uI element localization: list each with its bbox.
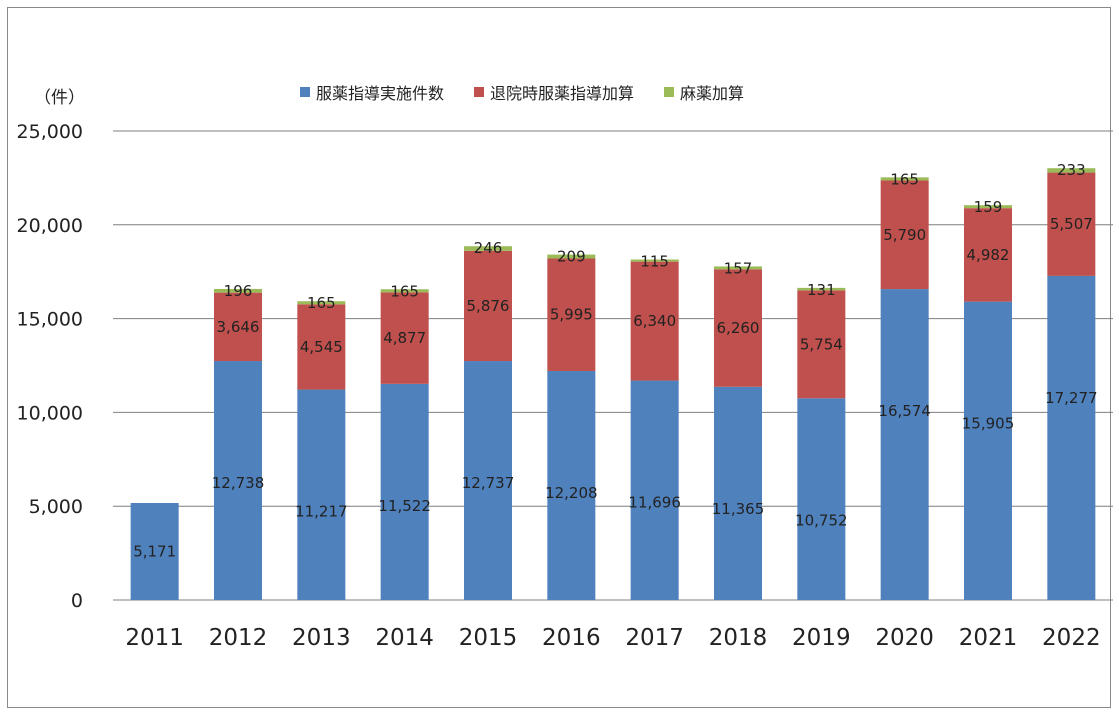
- x-tick-label: 2013: [292, 625, 351, 651]
- data-label-series-1: 6,260: [717, 319, 760, 337]
- data-label-series-1: 4,545: [300, 338, 343, 356]
- bar-segment-1: [547, 258, 596, 371]
- bar-segment-0: [964, 301, 1012, 600]
- x-tick-label: 2020: [875, 625, 934, 651]
- bar-segment-2: [797, 287, 846, 291]
- bar-segment-1: [964, 208, 1012, 302]
- bar-segment-2: [380, 289, 429, 293]
- data-label-series-0: 5,171: [133, 542, 176, 560]
- y-tick-label: 10,000: [17, 402, 83, 424]
- y-tick-label: 5,000: [29, 496, 83, 518]
- data-label-series-0: 17,277: [1045, 389, 1098, 407]
- bar-segment-0: [380, 383, 429, 600]
- data-label-series-2: 165: [890, 170, 919, 188]
- data-label-series-0: 12,737: [462, 474, 515, 492]
- legend-swatch-series-1: [474, 87, 485, 97]
- data-label-series-2: 159: [974, 198, 1003, 216]
- data-label-series-1: 5,507: [1050, 215, 1093, 233]
- bar-segment-1: [880, 180, 929, 290]
- bar-segment-1: [1047, 172, 1096, 276]
- data-label-series-2: 165: [307, 294, 336, 312]
- data-label-series-0: 12,738: [212, 474, 265, 492]
- bar-segment-0: [297, 389, 346, 600]
- bar-segment-2: [214, 288, 262, 293]
- bar-segment-2: [714, 266, 762, 270]
- x-tick-label: 2021: [959, 625, 1018, 651]
- bar-segment-0: [880, 289, 929, 600]
- y-axis-unit-label: （件）: [34, 88, 85, 108]
- y-tick-label: 25,000: [17, 121, 83, 143]
- y-tick-label: 20,000: [17, 215, 83, 237]
- bar-segment-2: [1047, 168, 1096, 173]
- data-label-series-0: 11,217: [295, 503, 348, 521]
- y-tick-label: 0: [71, 590, 83, 612]
- data-label-series-0: 12,208: [545, 484, 598, 502]
- data-label-series-2: 157: [724, 259, 753, 277]
- legend-item-series-2: 麻薬加算: [664, 80, 744, 104]
- data-label-series-0: 11,365: [712, 500, 765, 518]
- data-label-series-0: 11,522: [378, 497, 431, 515]
- x-tick-label: 2014: [375, 625, 434, 651]
- bar-segment-0: [1047, 275, 1096, 600]
- bar-segment-1: [714, 269, 762, 387]
- bar-segment-2: [964, 205, 1012, 209]
- data-label-series-2: 115: [640, 252, 669, 270]
- data-label-series-0: 10,752: [795, 511, 848, 529]
- data-label-series-2: 165: [390, 282, 419, 300]
- data-label-series-2: 233: [1057, 161, 1086, 179]
- x-tick-label: 2016: [542, 625, 601, 651]
- bar-segment-0: [714, 386, 762, 600]
- legend-label-series-2: 麻薬加算: [680, 84, 745, 103]
- bar-segment-2: [880, 177, 929, 181]
- x-tick-label: 2011: [125, 625, 184, 651]
- x-tick-label: 2019: [792, 625, 851, 651]
- bar-segment-1: [380, 292, 429, 384]
- x-tick-label: 2022: [1042, 625, 1101, 651]
- data-label-series-2: 209: [557, 248, 586, 266]
- legend-label-series-0: 服薬指導実施件数: [316, 84, 445, 103]
- legend-swatch-series-2: [664, 87, 675, 97]
- data-label-series-2: 246: [474, 239, 503, 257]
- bar-segment-0: [797, 398, 846, 600]
- bar-segment-2: [547, 254, 596, 259]
- data-label-series-1: 5,790: [883, 226, 926, 244]
- legend: 服薬指導実施件数 退院時服薬指導加算 麻薬加算: [300, 80, 744, 104]
- data-label-series-0: 11,696: [628, 494, 681, 512]
- bar-segment-0: [547, 370, 596, 600]
- data-label-series-1: 4,877: [383, 329, 426, 347]
- y-tick-label: 15,000: [17, 309, 83, 331]
- x-tick-label: 2018: [709, 625, 768, 651]
- data-label-series-1: 6,340: [633, 312, 676, 330]
- data-label-series-0: 16,574: [878, 402, 931, 420]
- data-label-series-2: 196: [224, 282, 253, 300]
- bar-segment-0: [464, 361, 512, 600]
- bar-segment-0: [214, 361, 262, 600]
- bar-segment-1: [630, 261, 679, 381]
- data-label-series-2: 131: [807, 281, 836, 299]
- data-label-series-1: 3,646: [217, 318, 260, 336]
- data-label-series-1: 5,876: [467, 297, 510, 315]
- bar-segment-0: [130, 502, 179, 600]
- bar-segment-1: [214, 292, 262, 362]
- bar-segment-0: [630, 380, 679, 600]
- legend-label-series-1: 退院時服薬指導加算: [490, 84, 635, 103]
- data-label-series-1: 4,982: [967, 246, 1010, 264]
- bar-segment-1: [797, 290, 846, 399]
- data-label-series-1: 5,995: [550, 306, 593, 324]
- legend-swatch-series-0: [300, 87, 310, 97]
- bar-segment-2: [630, 259, 679, 262]
- legend-item-series-0: 服薬指導実施件数: [300, 80, 444, 104]
- bar-segment-1: [464, 250, 512, 362]
- x-tick-label: 2015: [459, 625, 518, 651]
- bar-segment-2: [464, 246, 512, 251]
- legend-item-series-1: 退院時服薬指導加算: [474, 80, 634, 104]
- bar-segment-1: [297, 304, 346, 390]
- bar-segment-2: [297, 301, 346, 305]
- data-label-series-1: 5,754: [800, 335, 843, 353]
- x-tick-label: 2017: [625, 625, 684, 651]
- x-tick-label: 2012: [209, 625, 268, 651]
- data-label-series-0: 15,905: [962, 415, 1015, 433]
